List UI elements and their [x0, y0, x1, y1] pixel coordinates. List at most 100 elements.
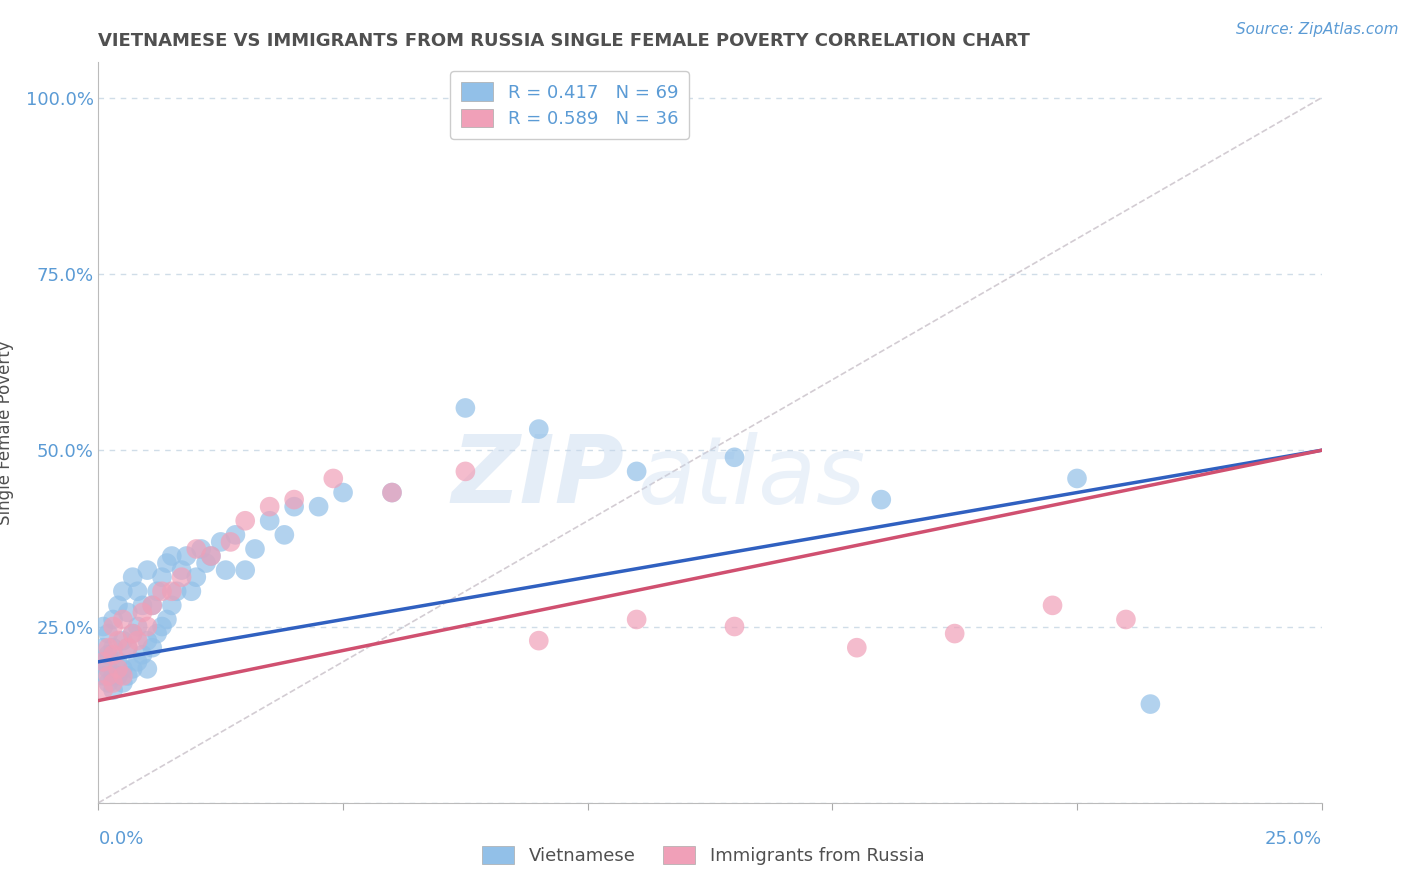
Point [381, 485, 404, 500]
Point [160, 549, 183, 563]
Point [723, 450, 745, 465]
Point [1042, 599, 1064, 613]
Point [91, 640, 114, 655]
Point [219, 535, 242, 549]
Point [209, 535, 232, 549]
Point [101, 676, 124, 690]
Point [156, 612, 179, 626]
Point [723, 619, 745, 633]
Point [150, 570, 173, 584]
Point [91, 683, 114, 698]
Point [186, 541, 208, 556]
Point [170, 563, 193, 577]
Point [322, 471, 344, 485]
Point [111, 633, 134, 648]
Point [156, 556, 179, 570]
Point [381, 485, 404, 500]
Text: ZIP: ZIP [451, 431, 624, 523]
Point [160, 599, 183, 613]
Point [186, 570, 208, 584]
Point [454, 464, 477, 478]
Point [101, 640, 124, 655]
Point [233, 514, 256, 528]
Text: VIETNAMESE VS IMMIGRANTS FROM RUSSIA SINGLE FEMALE POVERTY CORRELATION CHART: VIETNAMESE VS IMMIGRANTS FROM RUSSIA SIN… [98, 32, 1031, 50]
Point [97, 640, 120, 655]
Point [626, 464, 648, 478]
Point [166, 584, 188, 599]
Point [243, 541, 266, 556]
Point [107, 655, 129, 669]
Point [127, 619, 149, 633]
Point [870, 492, 893, 507]
Point [1139, 697, 1161, 711]
Point [150, 584, 173, 599]
Point [131, 606, 153, 620]
Point [127, 633, 149, 648]
Point [943, 626, 966, 640]
Point [141, 640, 163, 655]
Point [136, 633, 159, 648]
Point [107, 662, 129, 676]
Point [136, 619, 159, 633]
Point [117, 669, 139, 683]
Text: 25.0%: 25.0% [1264, 830, 1322, 848]
Point [121, 662, 143, 676]
Point [117, 640, 139, 655]
Point [224, 528, 246, 542]
Point [273, 528, 295, 542]
Point [160, 584, 183, 599]
Point [127, 655, 149, 669]
Point [233, 563, 256, 577]
Point [121, 626, 143, 640]
Point [190, 541, 212, 556]
Point [91, 619, 114, 633]
Point [141, 599, 163, 613]
Point [136, 563, 159, 577]
Point [259, 500, 281, 514]
Point [131, 648, 153, 662]
Point [308, 500, 330, 514]
Point [170, 570, 193, 584]
Point [136, 662, 159, 676]
Point [180, 584, 202, 599]
Point [150, 619, 173, 633]
Point [111, 669, 134, 683]
Point [127, 584, 149, 599]
Point [626, 612, 648, 626]
Point [146, 584, 169, 599]
Point [107, 669, 129, 683]
Y-axis label: Single Female Poverty: Single Female Poverty [0, 341, 14, 524]
Point [1066, 471, 1088, 485]
Point [91, 655, 114, 669]
Point [111, 676, 134, 690]
Point [146, 626, 169, 640]
Point [195, 556, 218, 570]
Text: atlas: atlas [637, 432, 865, 523]
Point [111, 612, 134, 626]
Point [527, 422, 550, 436]
Point [527, 633, 550, 648]
Point [200, 549, 222, 563]
Point [117, 640, 139, 655]
Legend: Vietnamese, Immigrants from Russia: Vietnamese, Immigrants from Russia [472, 837, 934, 874]
Point [101, 683, 124, 698]
Point [283, 500, 305, 514]
Point [121, 570, 143, 584]
Point [454, 401, 477, 415]
Point [111, 584, 134, 599]
Point [141, 599, 163, 613]
Point [1115, 612, 1137, 626]
Point [259, 514, 281, 528]
Point [97, 626, 120, 640]
Text: 0.0%: 0.0% [98, 830, 143, 848]
Point [121, 626, 143, 640]
Point [97, 669, 120, 683]
Point [101, 669, 124, 683]
Point [214, 563, 236, 577]
Text: Source: ZipAtlas.com: Source: ZipAtlas.com [1236, 22, 1399, 37]
Point [845, 640, 868, 655]
Point [91, 669, 114, 683]
Point [97, 662, 120, 676]
Point [283, 492, 305, 507]
Point [332, 485, 354, 500]
